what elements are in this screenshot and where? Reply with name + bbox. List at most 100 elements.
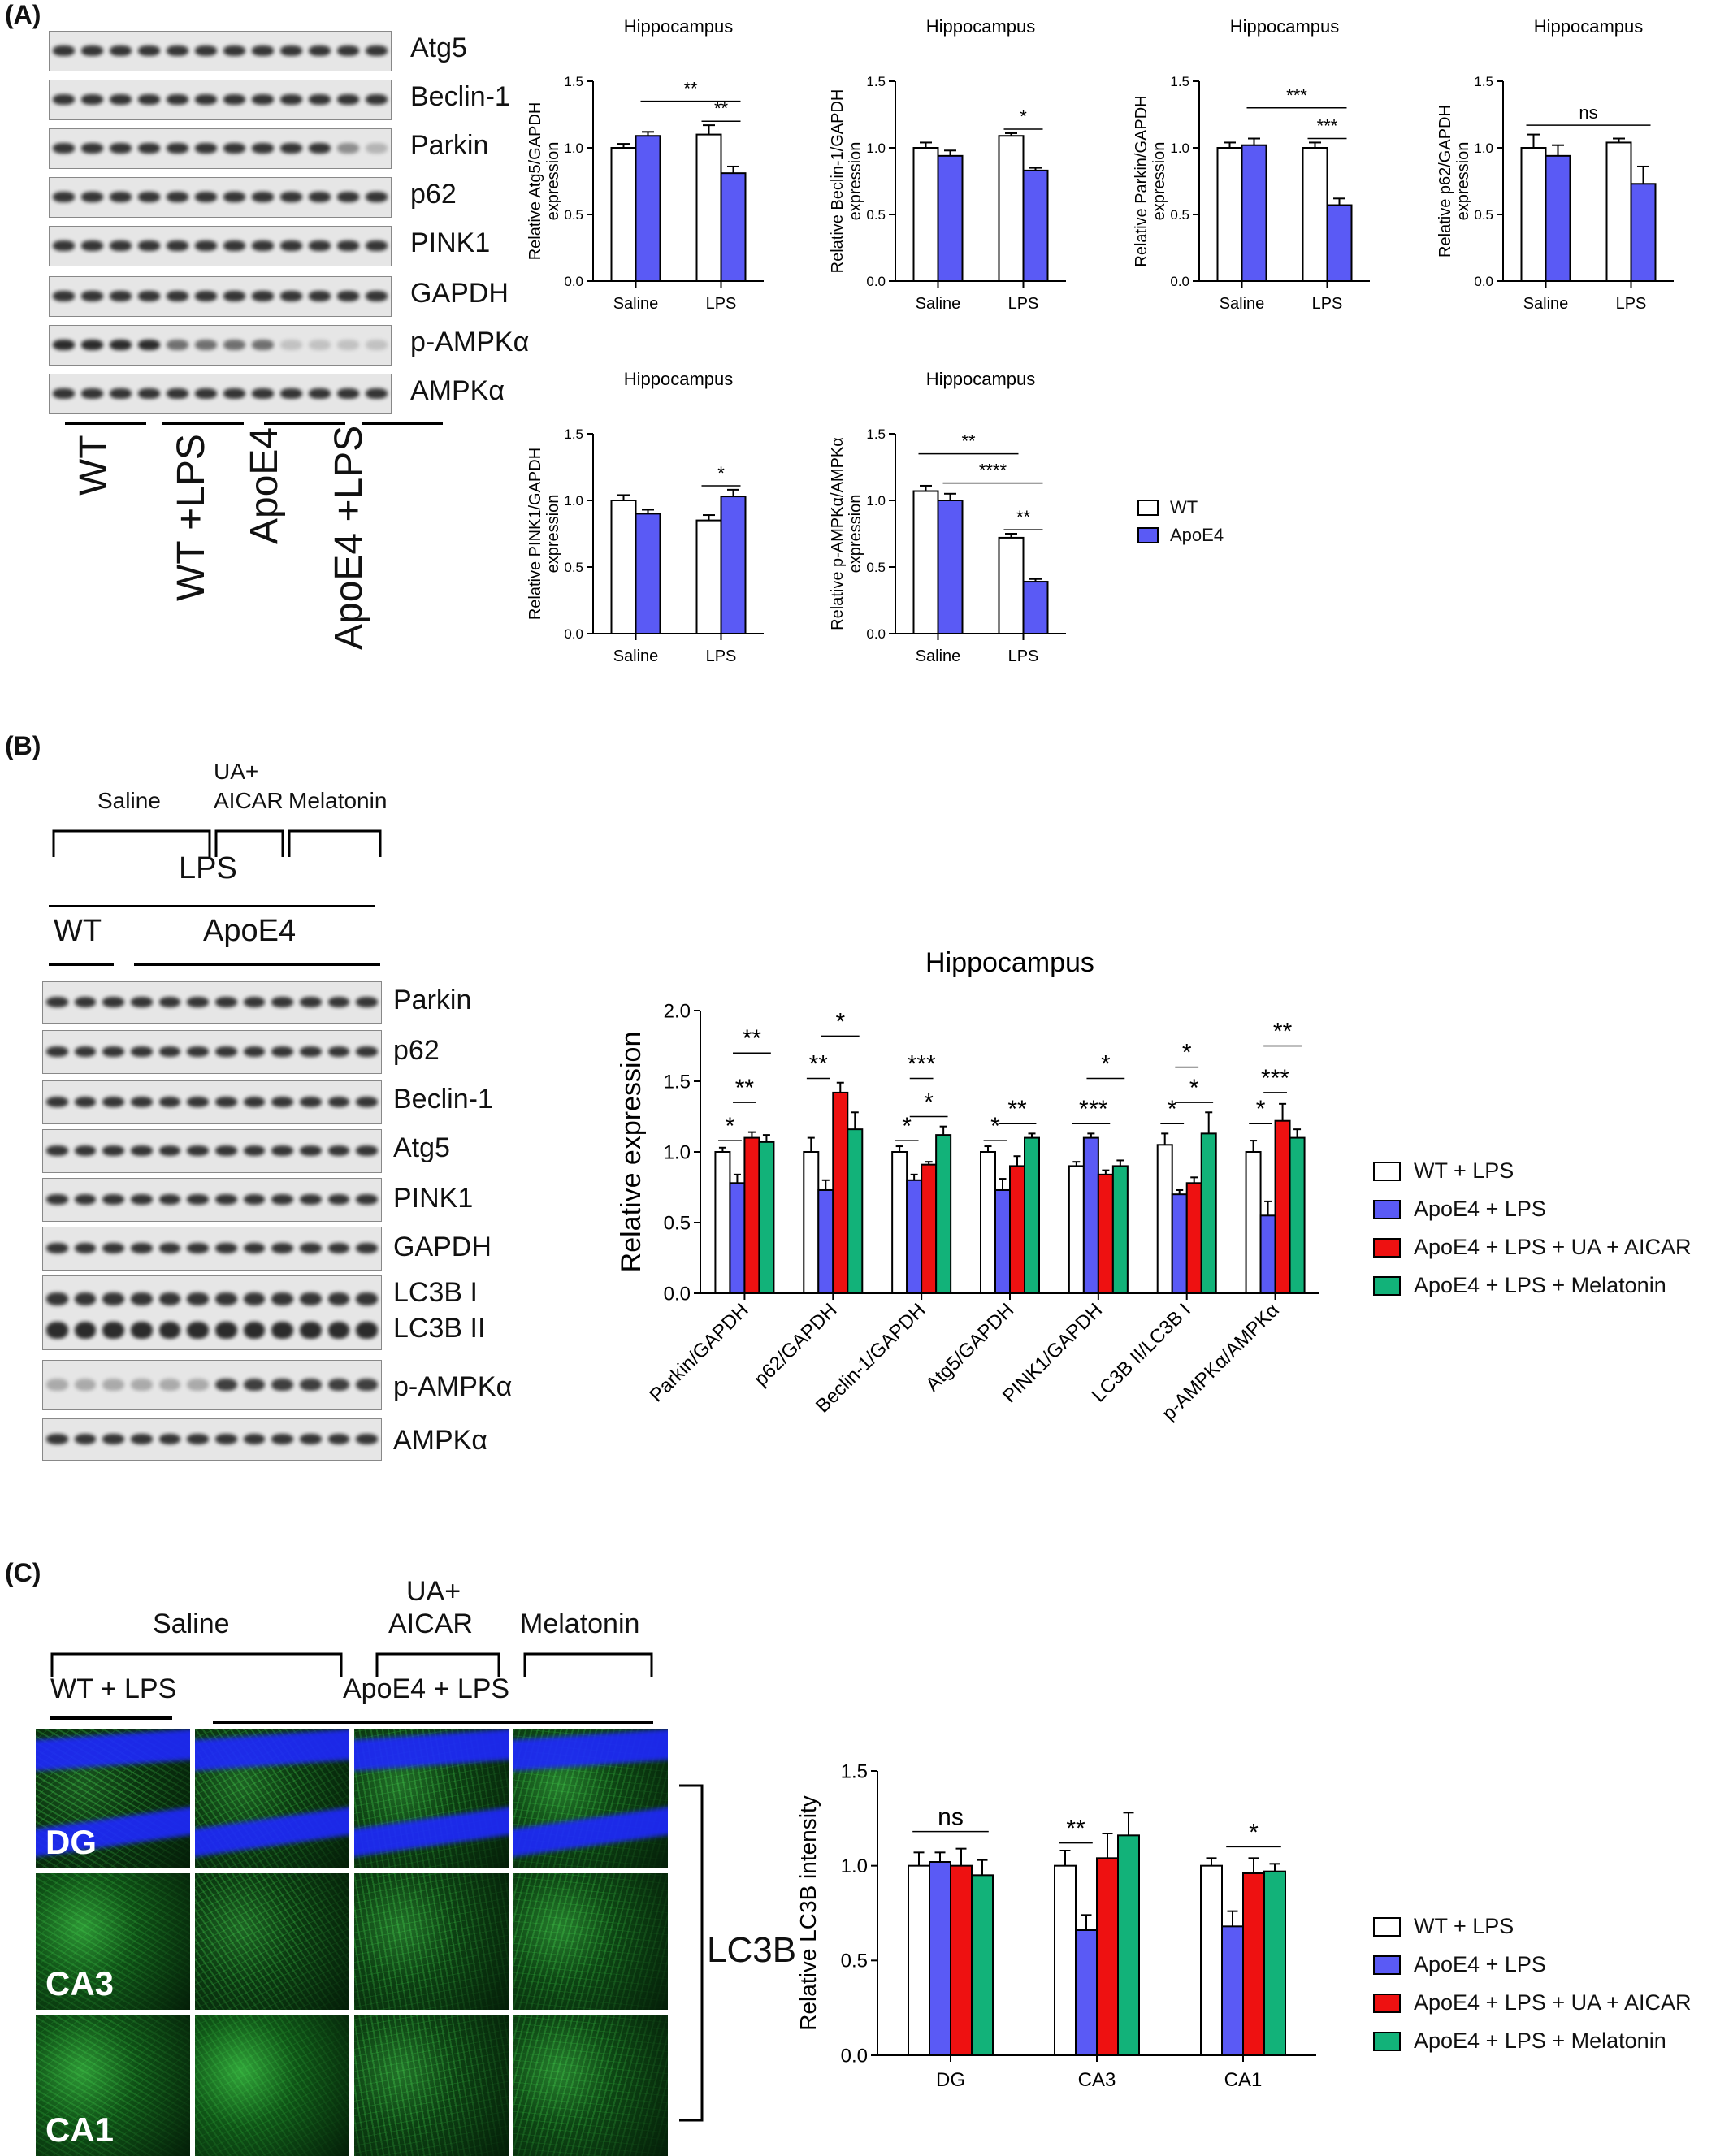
blot-band (74, 1242, 97, 1254)
group-line-apoe4 (264, 422, 345, 425)
blot-band (102, 1145, 124, 1157)
blot-band (356, 1321, 378, 1340)
bar (1117, 1834, 1140, 2056)
significance-label: * (835, 1008, 845, 1035)
blot-band (195, 340, 217, 350)
bar (935, 1134, 952, 1294)
blot-band (53, 291, 75, 301)
blot-band (187, 1321, 209, 1340)
blot-band (81, 94, 103, 105)
nuclei-layer (354, 1729, 509, 1771)
blot-band (309, 388, 331, 399)
y-tick-label: 1.0 (564, 141, 583, 156)
blot-band (102, 1378, 124, 1392)
blot-band (46, 1321, 68, 1340)
y-tick-label: 0.0 (1170, 274, 1190, 289)
blot-band (46, 1046, 68, 1058)
blot-band (271, 1292, 293, 1305)
bar (758, 1141, 775, 1294)
blot-band (252, 240, 274, 251)
blot-band (195, 240, 217, 251)
blot-band (366, 388, 388, 399)
bar (1200, 1864, 1223, 2056)
blot-band (215, 1242, 237, 1254)
blot-band (110, 192, 132, 202)
bar (1009, 1165, 1025, 1294)
bar (891, 1151, 908, 1294)
blot-strip-b-5 (42, 1227, 382, 1271)
bar (1022, 169, 1049, 282)
blot-band (74, 1292, 97, 1305)
bar (912, 147, 939, 282)
significance-label: ns (938, 1804, 964, 1831)
bar (908, 1864, 930, 2056)
bar (1096, 1857, 1119, 2057)
blot-band (337, 291, 359, 301)
blot-band (74, 1046, 97, 1058)
blot-band (110, 94, 132, 105)
legend-label: ApoE4 (1170, 525, 1224, 545)
blot-band (158, 1193, 181, 1206)
blot-band (74, 1096, 97, 1108)
blot-band (81, 240, 103, 251)
blot-band (131, 1193, 153, 1206)
micrograph-tile: CA3 (36, 1873, 190, 2010)
significance-label: * (726, 1113, 735, 1140)
blot-band (81, 388, 103, 399)
blot-band (46, 1145, 68, 1157)
region-label-1: CA3 (46, 1964, 115, 2002)
blot-band (53, 240, 75, 251)
blot-band (252, 388, 274, 399)
nuclei-layer (195, 1806, 349, 1858)
legend-label: ApoE4 + LPS + Melatonin (1414, 1273, 1666, 1297)
bar (817, 1188, 834, 1295)
blot-band (327, 1096, 350, 1108)
blot-strip-7 (49, 374, 392, 414)
x-tick-label: LPS (706, 647, 737, 665)
significance-label: ** (1008, 1096, 1027, 1123)
panel-c-legend: WT + LPS ApoE4 + LPS ApoE4 + LPS + UA + AI… (1373, 1907, 1691, 2060)
blot-band (138, 340, 160, 350)
blot-band (243, 1096, 266, 1108)
blot-label-1: Beclin-1 (410, 81, 510, 112)
micrograph-tile: DG (36, 1729, 190, 1868)
panel-c-legend-item: ApoE4 + LPS + Melatonin (1373, 2022, 1691, 2060)
blot-band (102, 1321, 124, 1340)
blot-band (300, 1145, 322, 1157)
y-axis-label: Relative LC3B intensity (795, 1795, 821, 2030)
significance-label: ** (683, 79, 698, 99)
bar (729, 1182, 746, 1294)
blot-band (327, 1292, 350, 1305)
chart-title: Hippocampus (926, 369, 1036, 389)
legend-swatch-wt (1138, 500, 1159, 516)
blot-band (215, 1434, 237, 1444)
bar (1545, 154, 1571, 282)
header-saline-c: Saline (153, 1608, 230, 1639)
significance-label: ns (1579, 102, 1597, 123)
blot-band (223, 143, 245, 154)
blot-band (223, 388, 245, 399)
blot-band (81, 340, 103, 350)
significance-label: * (902, 1113, 912, 1140)
chart-title: Hippocampus (624, 16, 734, 37)
bar (950, 1864, 973, 2056)
micrograph-tile (354, 2015, 509, 2156)
blot-band (187, 1193, 209, 1206)
significance-label: *** (908, 1051, 936, 1078)
blot-band (271, 1242, 293, 1254)
blot-band (81, 143, 103, 154)
bar (937, 154, 964, 282)
blot-band (102, 1193, 124, 1206)
bar (1241, 144, 1268, 282)
bar (803, 1151, 820, 1294)
blot-band (337, 94, 359, 105)
blot-band (187, 1046, 209, 1058)
blot-band (81, 192, 103, 202)
blot-band (327, 1321, 350, 1340)
bar (635, 513, 661, 634)
blot-label-b-3: Atg5 (393, 1132, 450, 1163)
significance-label: ** (735, 1075, 755, 1102)
blot-band (309, 340, 331, 350)
legend-swatch (1373, 2031, 1401, 2051)
